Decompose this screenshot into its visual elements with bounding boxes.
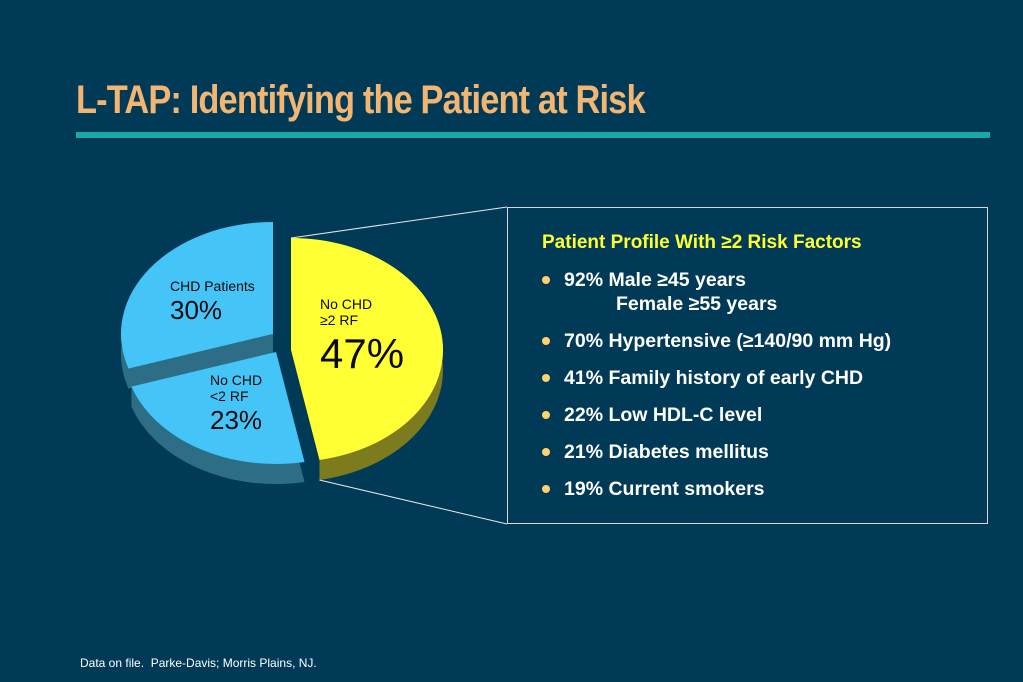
slice-label-no-chd-2rf: No CHD ≥2 RF 47% — [320, 296, 404, 378]
pie-slice-2 — [121, 222, 274, 369]
slice-subcategory: <2 RF — [210, 388, 249, 405]
item-text: 70% Hypertensive (≥140/90 mm Hg) — [564, 330, 892, 352]
pie-slice-side-1 — [131, 352, 305, 484]
bullet-icon — [542, 485, 550, 493]
connector-line-top — [290, 206, 508, 239]
list-item: 70% Hypertensive (≥140/90 mm Hg) — [542, 329, 891, 353]
item-text-continued: Female ≥55 years — [616, 293, 778, 315]
slice-value-label: 23% — [210, 405, 263, 436]
patient-profile-box: Patient Profile With ≥2 Risk Factors 92%… — [507, 207, 988, 524]
page-title: L-TAP: Identifying the Patient at Risk — [76, 78, 646, 122]
list-item: 41% Family history of early CHD — [542, 366, 891, 390]
bullet-icon — [542, 448, 550, 456]
slice-label-no-chd-lt2rf: No CHD <2 RF 23% — [210, 372, 262, 436]
bullet-icon — [542, 374, 550, 382]
slice-category: CHD Patients — [170, 278, 255, 294]
item-text: 22% Low HDL-C level — [564, 404, 763, 426]
pie-slice-1 — [131, 352, 305, 464]
pie-slice-0 — [291, 238, 444, 461]
item-text: 41% Family history of early CHD — [564, 367, 864, 389]
slice-value-label: 47% — [320, 330, 405, 378]
bullet-icon — [542, 337, 550, 345]
list-item: 19% Current smokers — [542, 477, 891, 501]
footnote: Data on file. Parke-Davis; Morris Plains… — [80, 656, 317, 670]
list-item: 21% Diabetes mellitus — [542, 440, 891, 464]
profile-heading: Patient Profile With ≥2 Risk Factors — [542, 232, 862, 253]
slice-label-chd-patients: CHD Patients 30% — [170, 278, 255, 326]
title-underline — [76, 132, 990, 138]
item-text: 92% Male ≥45 years — [564, 269, 746, 291]
slice-value-label: 30% — [170, 295, 223, 326]
list-item: 92% Male ≥45 years Female ≥55 years — [542, 268, 891, 316]
slice-subcategory: ≥2 RF — [320, 312, 359, 329]
slice-category: No CHD — [320, 296, 373, 312]
slice-category: No CHD — [210, 372, 263, 388]
list-item: 22% Low HDL-C level — [542, 403, 891, 427]
bullet-icon — [542, 411, 550, 419]
bullet-icon — [542, 276, 550, 284]
connector-line-bottom — [319, 479, 508, 525]
risk-factor-list: 92% Male ≥45 years Female ≥55 years 70% … — [542, 268, 891, 514]
item-text: 19% Current smokers — [564, 478, 765, 500]
item-text: 21% Diabetes mellitus — [564, 441, 769, 463]
